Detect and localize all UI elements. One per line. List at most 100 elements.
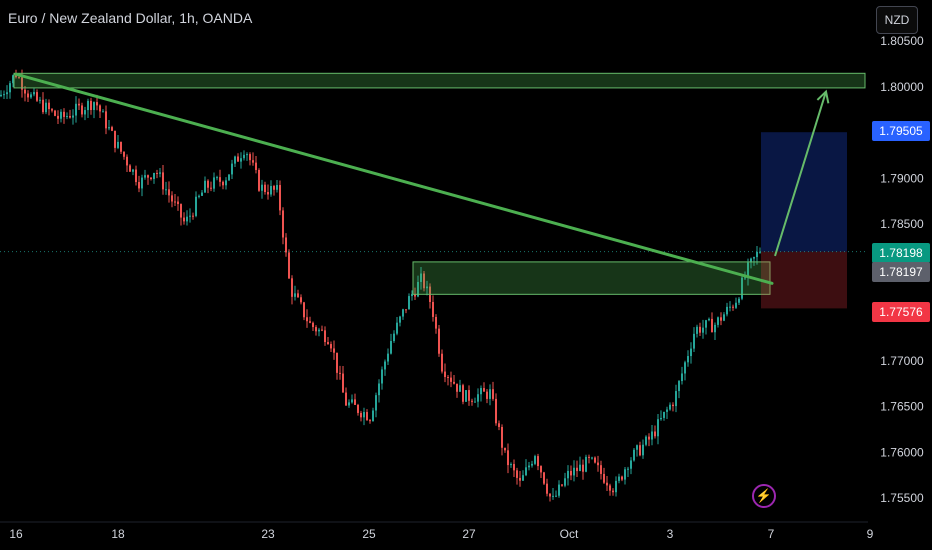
candle — [324, 326, 326, 346]
candle-body — [552, 495, 554, 497]
candle-body — [324, 330, 326, 343]
candle-body — [75, 103, 77, 116]
candle — [660, 410, 662, 421]
candle — [552, 488, 554, 500]
candle — [441, 349, 443, 374]
candle — [54, 109, 56, 117]
candle-body — [702, 327, 704, 333]
lightning-icon[interactable]: ⚡ — [752, 484, 776, 508]
candle-body — [129, 165, 131, 172]
candle-body — [744, 277, 746, 279]
candle — [396, 316, 398, 336]
candle-body — [330, 344, 332, 349]
candle-body — [84, 110, 86, 115]
candle — [480, 385, 482, 402]
candle-body — [267, 192, 269, 195]
stop-zone — [761, 251, 847, 309]
candle — [717, 316, 719, 328]
candle-body — [411, 294, 413, 297]
candle-body — [252, 160, 254, 163]
y-tick-label: 1.79000 — [880, 171, 924, 185]
candle — [423, 271, 425, 292]
candle-body — [192, 215, 194, 217]
candle-body — [651, 431, 653, 440]
candle — [471, 398, 473, 406]
candle — [177, 196, 179, 211]
candle — [492, 381, 494, 401]
candle-body — [561, 484, 563, 486]
candle — [351, 394, 353, 404]
candle — [705, 319, 707, 335]
candle — [279, 180, 281, 216]
candle — [66, 112, 68, 120]
candle — [192, 212, 194, 220]
candle — [399, 315, 401, 327]
candle-body — [426, 286, 428, 289]
candle-body — [36, 92, 38, 101]
x-tick-label: 16 — [9, 527, 23, 541]
candle — [165, 181, 167, 195]
x-tick-label: 7 — [768, 527, 775, 541]
candle — [270, 180, 272, 197]
candle — [174, 193, 176, 207]
currency-button[interactable]: NZD — [876, 6, 918, 34]
candle — [594, 456, 596, 464]
candle — [312, 321, 314, 332]
candle — [651, 424, 653, 446]
candle-body — [87, 100, 89, 111]
candle — [468, 385, 470, 406]
candle-body — [162, 172, 164, 190]
candle-body — [492, 389, 494, 399]
candle-body — [417, 281, 419, 297]
candle-body — [144, 175, 146, 178]
candle — [204, 176, 206, 193]
candle — [99, 104, 101, 118]
candle — [297, 289, 299, 298]
candle-body — [732, 306, 734, 308]
candle-body — [684, 362, 686, 374]
candle — [171, 191, 173, 208]
candle-body — [153, 172, 155, 179]
candle-body — [444, 371, 446, 377]
candle — [201, 189, 203, 197]
candle-body — [603, 473, 605, 483]
candle-body — [273, 186, 275, 190]
candle — [309, 316, 311, 324]
projection-arrow-head — [816, 89, 830, 104]
candle-body — [174, 201, 176, 203]
chart-title: Euro / New Zealand Dollar, 1h, OANDA — [8, 10, 253, 26]
x-tick-label: 25 — [362, 527, 376, 541]
candle-body — [708, 318, 710, 321]
candle — [27, 90, 29, 102]
candle — [630, 457, 632, 475]
candle-body — [399, 316, 401, 323]
y-tick-label: 1.78500 — [880, 217, 924, 231]
candle — [240, 152, 242, 169]
candle-body — [60, 111, 62, 119]
candle-body — [675, 391, 677, 407]
candle — [627, 466, 629, 478]
candle-body — [390, 341, 392, 354]
candle-body — [234, 156, 236, 164]
candle-body — [738, 298, 740, 303]
candle-body — [567, 470, 569, 479]
candle-body — [39, 99, 41, 101]
candle — [669, 402, 671, 411]
candle — [507, 443, 509, 474]
candle-body — [489, 389, 491, 399]
candle-body — [105, 111, 107, 129]
candle-body — [615, 480, 617, 493]
candle — [168, 181, 170, 203]
x-tick-label: 9 — [867, 527, 874, 541]
candle-body — [48, 102, 50, 110]
candle — [663, 411, 665, 421]
candle-body — [150, 177, 152, 179]
candle — [216, 175, 218, 181]
candle — [408, 293, 410, 310]
candle-body — [594, 457, 596, 463]
candle — [108, 119, 110, 131]
candle-body — [9, 83, 11, 93]
candle — [459, 379, 461, 392]
candle — [726, 302, 728, 317]
